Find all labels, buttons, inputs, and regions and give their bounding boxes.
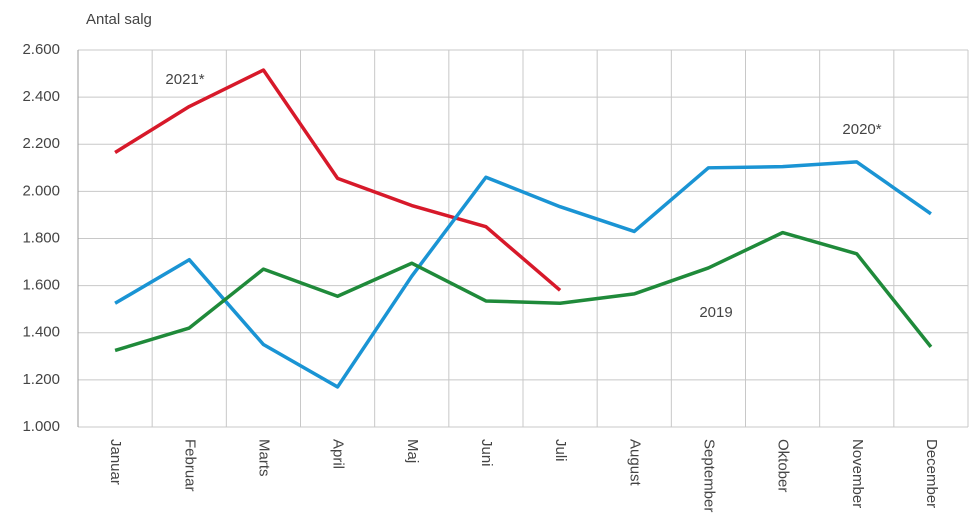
x-tick-label: Oktober [775,439,792,492]
x-tick-label: August [626,439,643,487]
series-line [114,160,932,389]
x-tick-label: Februar [181,439,198,492]
x-tick-label: Juni [478,439,495,467]
y-tick-label: 1.000 [22,418,60,435]
x-tick-label: Marts [255,439,272,477]
y-tick-label: 1.800 [22,229,60,246]
y-tick-label: 1.400 [22,324,60,341]
x-tick-label: Juli [552,439,569,462]
x-tick-label: December [923,439,940,508]
series-label: 2020* [842,121,881,138]
series-line [114,68,562,292]
x-tick-label: November [849,439,866,508]
y-tick-label: 1.200 [22,371,60,388]
x-tick-label: April [330,439,347,469]
y-tick-label: 2.400 [22,88,60,105]
x-tick-label: Januar [107,439,124,485]
y-tick-label: 2.600 [22,41,60,58]
series-label: 2019 [699,304,732,321]
y-tick-label: 2.200 [22,135,60,152]
y-axis-label: Antal salg [86,11,152,28]
y-tick-label: 2.000 [22,182,60,199]
x-tick-label: Maj [404,439,421,463]
series-label: 2021* [165,71,204,88]
y-tick-label: 1.600 [22,277,60,294]
x-tick-label: September [700,439,717,512]
series-line [114,230,933,353]
